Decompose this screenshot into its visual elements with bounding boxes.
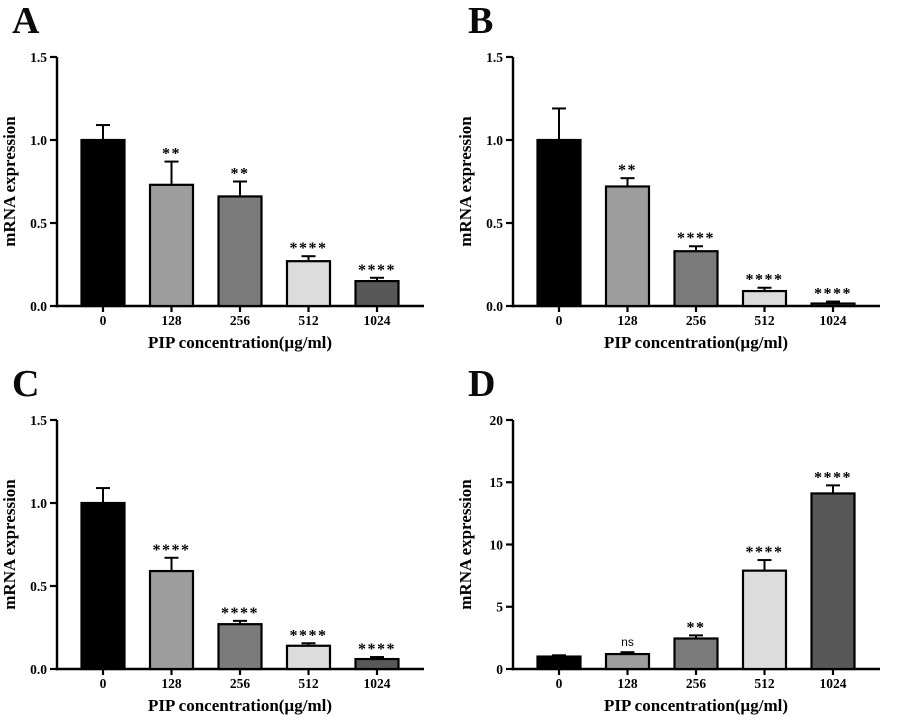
bar-chart-c: 0.0 0.5 1.0 1.5 0 128 **** 256 **** 512 **** 1024 **… bbox=[0, 413, 424, 715]
svg-text:ns: ns bbox=[621, 635, 634, 649]
panel-a: A 0.0 0.5 1.0 1.5 0 128 ** 256 ** 512 **** 1024 ****… bbox=[0, 0, 456, 363]
svg-text:mRNA expression: mRNA expression bbox=[0, 479, 19, 610]
bar-chart-b: 0.0 0.5 1.0 1.5 0 128 ** 256 **** 512 **** 1024 ****… bbox=[456, 50, 880, 352]
svg-text:512: 512 bbox=[754, 313, 775, 328]
svg-text:****: **** bbox=[746, 272, 784, 289]
svg-text:0.0: 0.0 bbox=[30, 299, 47, 314]
svg-text:****: **** bbox=[153, 542, 191, 559]
bar-chart-a: 0.0 0.5 1.0 1.5 0 128 ** 256 ** 512 **** 1024 **** PI… bbox=[0, 50, 424, 352]
svg-text:5: 5 bbox=[496, 600, 503, 615]
svg-text:1.5: 1.5 bbox=[30, 50, 47, 65]
svg-text:****: **** bbox=[746, 544, 784, 561]
svg-text:0: 0 bbox=[100, 313, 107, 328]
svg-text:256: 256 bbox=[230, 676, 251, 691]
svg-text:1.0: 1.0 bbox=[30, 496, 47, 511]
svg-text:128: 128 bbox=[161, 313, 182, 328]
svg-text:PIP concentration(µg/ml): PIP concentration(µg/ml) bbox=[604, 333, 788, 352]
svg-text:**: ** bbox=[162, 146, 181, 163]
svg-text:1024: 1024 bbox=[820, 676, 847, 691]
panel-b: B 0.0 0.5 1.0 1.5 0 128 ** 256 **** 512 **** 1024 **… bbox=[456, 0, 912, 363]
svg-text:0.0: 0.0 bbox=[486, 299, 503, 314]
bar-chart-d: 0 5 10 15 20 0 128 ns 256 ** 512 **** 1024 **** PIP co… bbox=[456, 413, 880, 715]
svg-text:****: **** bbox=[358, 641, 396, 658]
svg-text:mRNA expression: mRNA expression bbox=[456, 116, 475, 247]
svg-text:128: 128 bbox=[617, 313, 638, 328]
svg-text:0: 0 bbox=[556, 676, 563, 691]
panel-a-letter: A bbox=[12, 0, 40, 42]
svg-text:0: 0 bbox=[556, 313, 563, 328]
svg-text:**: ** bbox=[231, 166, 250, 183]
svg-text:1024: 1024 bbox=[364, 676, 391, 691]
svg-text:0: 0 bbox=[100, 676, 107, 691]
panel-c-letter: C bbox=[12, 363, 40, 405]
svg-text:256: 256 bbox=[230, 313, 251, 328]
panel-d-letter: D bbox=[468, 363, 496, 405]
svg-text:0.0: 0.0 bbox=[30, 662, 47, 677]
svg-text:mRNA expression: mRNA expression bbox=[456, 479, 475, 610]
svg-text:256: 256 bbox=[686, 313, 707, 328]
svg-text:****: **** bbox=[290, 627, 328, 644]
svg-text:****: **** bbox=[221, 605, 259, 622]
svg-text:1.5: 1.5 bbox=[30, 413, 47, 428]
svg-text:0.5: 0.5 bbox=[486, 216, 503, 231]
svg-text:PIP concentration(µg/ml): PIP concentration(µg/ml) bbox=[148, 333, 332, 352]
svg-text:1.5: 1.5 bbox=[486, 50, 503, 65]
svg-text:PIP concentration(µg/ml): PIP concentration(µg/ml) bbox=[604, 696, 788, 715]
svg-text:10: 10 bbox=[490, 537, 504, 552]
svg-text:20: 20 bbox=[490, 413, 504, 428]
svg-text:0.5: 0.5 bbox=[30, 579, 47, 594]
svg-text:****: **** bbox=[814, 469, 852, 486]
svg-text:15: 15 bbox=[490, 475, 504, 490]
svg-text:512: 512 bbox=[754, 676, 775, 691]
svg-text:512: 512 bbox=[298, 313, 319, 328]
svg-text:****: **** bbox=[677, 230, 715, 247]
svg-text:****: **** bbox=[290, 240, 328, 257]
panel-d: D 0 5 10 15 20 0 128 ns 256 ** 512 **** 1024 **** PIP … bbox=[456, 363, 912, 726]
svg-text:0: 0 bbox=[496, 662, 503, 677]
svg-text:PIP concentration(µg/ml): PIP concentration(µg/ml) bbox=[148, 696, 332, 715]
svg-text:512: 512 bbox=[298, 676, 319, 691]
svg-text:0.5: 0.5 bbox=[30, 216, 47, 231]
svg-text:1024: 1024 bbox=[364, 313, 391, 328]
svg-text:256: 256 bbox=[686, 676, 707, 691]
panel-c: C 0.0 0.5 1.0 1.5 0 128 **** 256 **** 512 **** 1024… bbox=[0, 363, 456, 726]
svg-text:1024: 1024 bbox=[820, 313, 847, 328]
svg-text:**: ** bbox=[687, 619, 706, 636]
svg-text:1.0: 1.0 bbox=[30, 133, 47, 148]
svg-text:**: ** bbox=[618, 162, 637, 179]
svg-text:1.0: 1.0 bbox=[486, 133, 503, 148]
panel-b-letter: B bbox=[468, 0, 494, 42]
svg-text:128: 128 bbox=[617, 676, 638, 691]
svg-text:****: **** bbox=[814, 286, 852, 303]
svg-text:128: 128 bbox=[161, 676, 182, 691]
svg-text:****: **** bbox=[358, 262, 396, 279]
svg-text:mRNA expression: mRNA expression bbox=[0, 116, 19, 247]
